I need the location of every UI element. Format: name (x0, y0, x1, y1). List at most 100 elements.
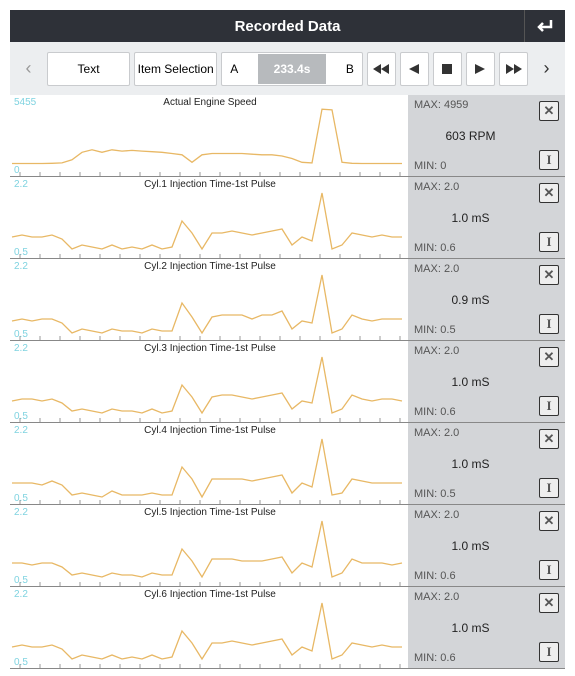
side-panel: MAX: 2.0 1.0 mS MIN: 0.5 ✕ I (408, 423, 565, 504)
current-value: 0.9 mS (451, 293, 490, 307)
panel: 5455 0 Actual Engine Speed MAX: 4959 603 RPM… (10, 95, 565, 177)
max-label: MAX: 2.0 (414, 591, 460, 603)
header: Recorded Data (10, 10, 565, 42)
axis-min: 0.5 (14, 493, 28, 504)
current-value: 1.0 mS (451, 539, 490, 553)
text-button[interactable]: Text (46, 51, 131, 86)
side-panel: MAX: 2.0 0.9 mS MIN: 0.5 ✕ I (408, 259, 565, 340)
time: 233.4s (257, 53, 327, 84)
signal-line (12, 108, 402, 165)
return-button[interactable] (524, 10, 565, 42)
text-mode-button[interactable]: I (539, 478, 559, 498)
text-mode-button[interactable]: I (539, 642, 559, 662)
axis-min: 0.5 (14, 329, 28, 340)
axis-min: 0 (14, 165, 20, 176)
close-button[interactable]: ✕ (539, 183, 559, 203)
axis-max: 2.2 (14, 507, 28, 518)
stop[interactable] (432, 51, 462, 86)
plot: 2.2 0.5 Cyl.3 Injection Time-1st Pulse (11, 343, 403, 422)
max-label: MAX: 4959 (414, 99, 469, 111)
min-label: MIN: 0.6 (414, 406, 456, 418)
min-label: MIN: 0.5 (414, 488, 456, 500)
fast-forward[interactable] (499, 51, 529, 86)
axis-min: 0.5 (14, 657, 28, 668)
panel-title: Cyl.5 Injection Time-1st Pulse (144, 507, 276, 518)
marker-b[interactable]: B (345, 61, 354, 76)
close-button[interactable]: ✕ (539, 347, 559, 367)
side-panel: MAX: 2.0 1.0 mS MIN: 0.6 ✕ I (408, 341, 565, 422)
play[interactable] (465, 51, 496, 86)
next-page[interactable]: › (543, 58, 550, 78)
text-mode-button[interactable]: I (539, 232, 559, 252)
axis-min: 0.5 (14, 411, 28, 422)
panels: 5455 0 Actual Engine Speed MAX: 4959 603 RPM… (10, 95, 565, 669)
panel: 2.2 0.5 Cyl.2 Injection Time-1st Pulse MAX:… (10, 259, 565, 341)
panel-title: Cyl.6 Injection Time-1st Pulse (144, 589, 276, 600)
panel: 2.2 0.5 Cyl.1 Injection Time-1st Pulse MAX:… (10, 177, 565, 259)
plot: 2.2 0.5 Cyl.6 Injection Time-1st Pulse (11, 589, 402, 668)
signal-line (12, 438, 402, 499)
marker-a[interactable]: A (230, 61, 239, 76)
max-label: MAX: 2.0 (414, 345, 460, 357)
close-button[interactable]: ✕ (539, 265, 559, 285)
close-button[interactable]: ✕ (539, 593, 559, 613)
panel-title: Cyl.2 Injection Time-1st Pulse (144, 261, 276, 272)
plot: 2.2 0.5 Cyl.2 Injection Time-1st Pulse (11, 261, 402, 340)
current-value: 1.0 mS (451, 375, 490, 389)
axis-max: 5455 (14, 97, 37, 108)
return-icon (537, 20, 553, 32)
panel-title: Cyl.1 Injection Time-1st Pulse (144, 179, 276, 190)
axis-max: 2.2 (14, 261, 28, 272)
step-back[interactable] (399, 51, 429, 86)
axis-min: 0.5 (14, 575, 28, 586)
max-label: MAX: 2.0 (414, 263, 460, 275)
screen: Recorded Data ‹ Text Item Selection A 23… (10, 10, 565, 670)
panel: 2.2 0.5 Cyl.4 Injection Time-1st Pulse MAX:… (10, 423, 565, 505)
side-panel: MAX: 4959 603 RPM MIN: 0 ✕ I (408, 95, 565, 176)
signal-line (12, 520, 403, 579)
axis-max: 2.2 (14, 425, 28, 436)
panel-title: Cyl.4 Injection Time-1st Pulse (144, 425, 276, 436)
current-value: 1.0 mS (451, 211, 490, 225)
side-panel: MAX: 2.0 1.0 mS MIN: 0.6 ✕ I (408, 177, 565, 258)
text-mode-button[interactable]: I (539, 560, 559, 580)
min-label: MIN: 0 (414, 160, 447, 172)
side-panel: MAX: 2.0 1.0 mS MIN: 0.6 ✕ I (408, 587, 565, 668)
title: Recorded Data (234, 17, 341, 35)
text-mode-button[interactable]: I (539, 396, 559, 416)
min-label: MIN: 0.6 (414, 652, 456, 664)
min-label: MIN: 0.6 (414, 242, 456, 254)
toolbar: ‹ Text Item Selection A 233.4s B › (10, 42, 565, 95)
axis-min: 0.5 (14, 247, 28, 258)
current-value: 1.0 mS (451, 457, 490, 471)
text-mode-button[interactable]: I (539, 314, 559, 334)
axis-max: 2.2 (14, 589, 28, 600)
current-value: 1.0 mS (451, 621, 490, 635)
current-value: 603 RPM (445, 129, 496, 143)
close-button[interactable]: ✕ (539, 101, 559, 121)
axis-max: 2.2 (14, 179, 28, 190)
item-selection[interactable]: Item Selection (134, 51, 218, 86)
max-label: MAX: 2.0 (414, 509, 460, 521)
time-range: A 233.4s B (221, 51, 363, 86)
plot: 2.2 0.5 Cyl.4 Injection Time-1st Pulse (12, 425, 402, 504)
max-label: MAX: 2.0 (414, 427, 460, 439)
close-button[interactable]: ✕ (539, 429, 559, 449)
signal-line (11, 602, 402, 661)
panel: 2.2 0.5 Cyl.6 Injection Time-1st Pulse MAX:… (10, 587, 565, 669)
panel: 2.2 0.5 Cyl.5 Injection Time-1st Pulse MAX:… (10, 505, 565, 587)
panel-title: Cyl.3 Injection Time-1st Pulse (144, 343, 276, 354)
panel: 2.2 0.5 Cyl.3 Injection Time-1st Pulse MAX:… (10, 341, 565, 423)
signal-line (11, 192, 402, 251)
prev-page[interactable]: ‹ (25, 58, 32, 78)
plot: 5455 0 Actual Engine Speed (12, 97, 402, 176)
close-button[interactable]: ✕ (539, 511, 559, 531)
side-panel: MAX: 2.0 1.0 mS MIN: 0.6 ✕ I (408, 505, 565, 586)
plot: 2.2 0.5 Cyl.1 Injection Time-1st Pulse (11, 179, 402, 258)
signal-line (11, 274, 402, 335)
signal-line (11, 356, 403, 415)
plot: 2.2 0.5 Cyl.5 Injection Time-1st Pulse (12, 507, 403, 586)
rewind[interactable] (366, 51, 396, 86)
min-label: MIN: 0.5 (414, 324, 456, 336)
text-mode-button[interactable]: I (539, 150, 559, 170)
